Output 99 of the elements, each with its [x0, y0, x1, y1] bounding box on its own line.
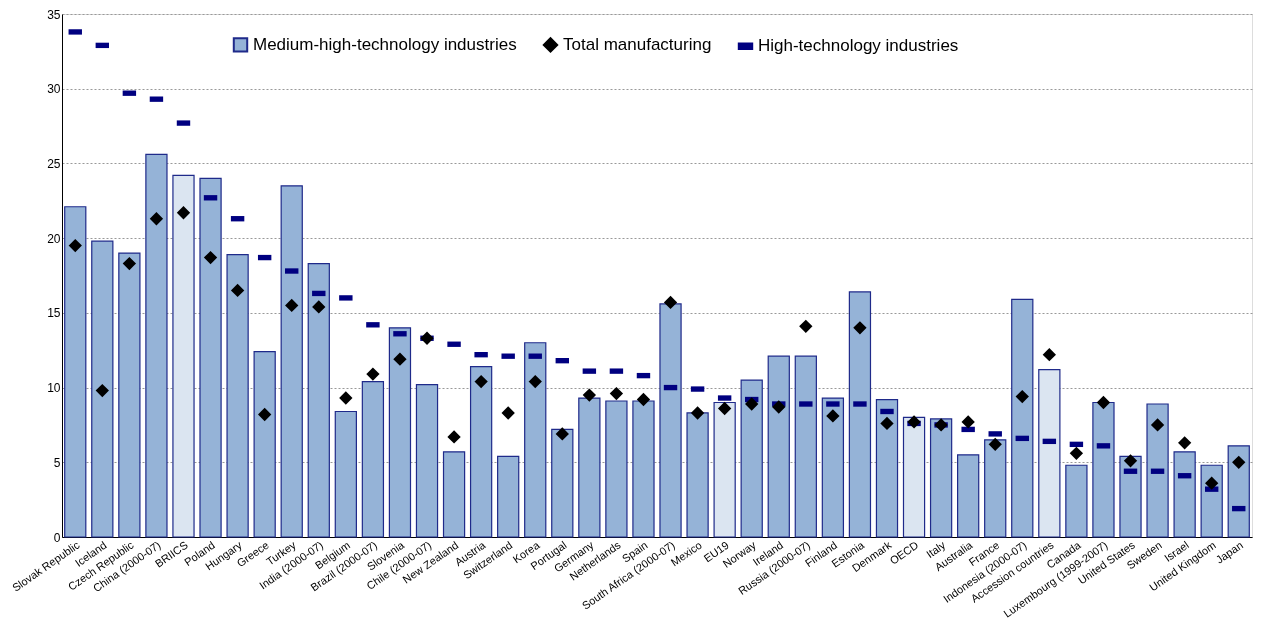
- bar: [199, 177, 222, 538]
- bar: [767, 355, 790, 538]
- bar: [253, 351, 276, 538]
- bar: [848, 291, 872, 538]
- point: [610, 387, 623, 400]
- bar: [388, 327, 412, 538]
- bar: [1146, 403, 1169, 538]
- bar: [442, 451, 466, 538]
- y-tick-label: 15: [47, 306, 61, 321]
- bar: [145, 153, 168, 538]
- bar: [929, 418, 953, 538]
- point: [501, 406, 515, 420]
- point: [474, 375, 488, 388]
- y-tick-label: 5: [53, 455, 61, 470]
- point: [150, 212, 163, 225]
- bar: [984, 439, 1007, 538]
- point: [1178, 436, 1191, 450]
- y-tick-label: 20: [47, 231, 61, 246]
- point: [961, 415, 975, 429]
- point: [1043, 348, 1056, 361]
- bar: [605, 400, 628, 538]
- bar: [524, 342, 547, 538]
- point: [988, 438, 1002, 451]
- bar: [578, 397, 601, 538]
- bar: [1011, 298, 1034, 538]
- point: [69, 239, 82, 252]
- point: [285, 299, 298, 312]
- bar: [713, 401, 736, 538]
- bar: [361, 380, 385, 538]
- bar: [280, 185, 303, 538]
- bar: [469, 366, 493, 538]
- bar: [957, 454, 980, 538]
- point: [745, 397, 758, 411]
- bar: [334, 410, 357, 538]
- point: [420, 332, 434, 345]
- point: [691, 406, 704, 420]
- point: [258, 408, 271, 421]
- point: [853, 321, 867, 335]
- bar: [118, 252, 141, 538]
- point: [799, 320, 813, 333]
- y-tick-label: 25: [47, 156, 61, 171]
- point: [880, 417, 894, 430]
- point: [1205, 476, 1218, 490]
- point: [1070, 447, 1083, 460]
- y-tick-label: 30: [47, 82, 61, 97]
- legend-label: Total manufacturing: [563, 34, 712, 54]
- point: [1151, 418, 1164, 432]
- point: [826, 409, 840, 423]
- bar: [740, 379, 763, 538]
- bar: [307, 262, 330, 538]
- y-tick-label: 35: [47, 7, 61, 22]
- bar: [902, 416, 926, 538]
- point: [312, 300, 326, 314]
- legend-label: Medium-high-technology industries: [253, 34, 517, 54]
- point: [123, 257, 136, 270]
- bar: [821, 397, 845, 538]
- point: [772, 400, 785, 414]
- bar: [1227, 445, 1250, 538]
- point: [529, 375, 542, 388]
- bar: [686, 412, 709, 538]
- bar: [632, 400, 655, 538]
- point: [1097, 396, 1110, 409]
- point: [231, 284, 244, 297]
- y-tick-label: 10: [47, 381, 61, 396]
- bar: [91, 240, 114, 538]
- y-tick-label: 0: [53, 530, 61, 545]
- bar: [1092, 401, 1115, 538]
- bar: [875, 398, 899, 538]
- bar: [226, 253, 249, 538]
- bar: [1200, 464, 1223, 538]
- bar: [1173, 451, 1196, 538]
- point: [637, 393, 650, 406]
- bar: [415, 383, 439, 538]
- bar: [1065, 464, 1088, 538]
- point: [96, 384, 109, 397]
- point: [339, 391, 353, 405]
- point: [718, 402, 731, 415]
- point: [177, 206, 190, 219]
- point: [1124, 454, 1137, 468]
- point: [1232, 456, 1245, 469]
- bar: [497, 455, 520, 538]
- bar: [1119, 455, 1142, 538]
- point: [393, 352, 407, 366]
- bar: [794, 355, 817, 538]
- legend-label: High-technology industries: [758, 36, 959, 56]
- point: [366, 367, 380, 381]
- bar: [64, 206, 87, 538]
- point: [664, 296, 677, 309]
- bar: [1038, 369, 1061, 538]
- bar: [659, 303, 682, 538]
- point: [447, 430, 461, 444]
- point: [907, 415, 921, 429]
- point: [556, 427, 569, 441]
- point: [934, 418, 948, 432]
- point: [1016, 390, 1029, 403]
- point: [583, 388, 596, 402]
- bar: [551, 428, 574, 538]
- point: [204, 251, 217, 264]
- bar: [172, 174, 195, 538]
